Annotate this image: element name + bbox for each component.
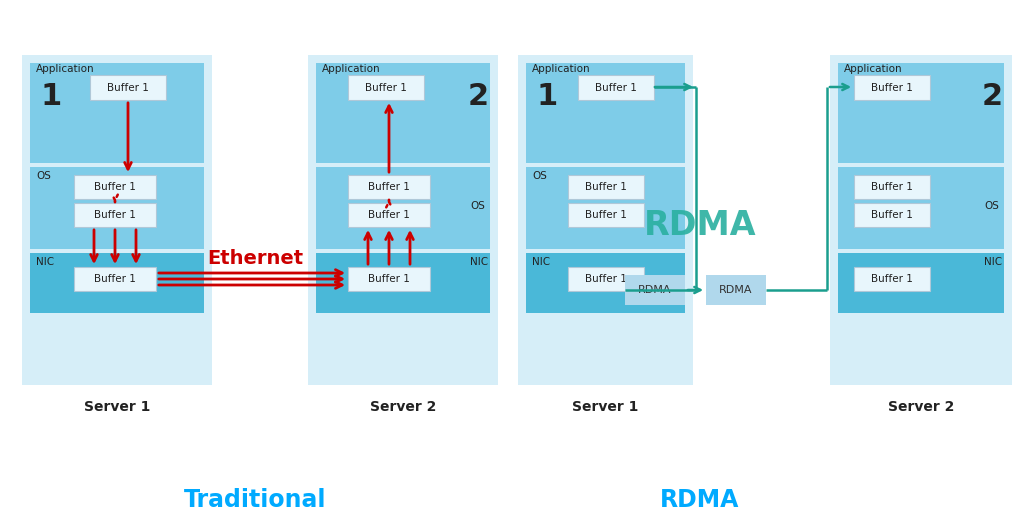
- Text: 2: 2: [468, 82, 489, 111]
- Text: RDMA: RDMA: [719, 285, 753, 295]
- Bar: [348, 75, 424, 100]
- Bar: [348, 175, 430, 199]
- Bar: [316, 63, 490, 163]
- Text: OS: OS: [532, 171, 547, 181]
- Text: Application: Application: [322, 64, 381, 74]
- Bar: [854, 175, 930, 199]
- Bar: [90, 75, 166, 100]
- Bar: [830, 55, 1012, 385]
- Text: RDMA: RDMA: [644, 209, 757, 241]
- Text: Buffer 1: Buffer 1: [585, 210, 627, 220]
- Bar: [526, 253, 685, 313]
- Text: NIC: NIC: [470, 257, 488, 267]
- Text: Server 2: Server 2: [888, 400, 954, 414]
- Text: Buffer 1: Buffer 1: [368, 210, 410, 220]
- Bar: [74, 175, 156, 199]
- Bar: [316, 253, 490, 313]
- Text: Application: Application: [532, 64, 591, 74]
- Bar: [30, 167, 204, 249]
- Bar: [348, 203, 430, 227]
- Bar: [30, 63, 204, 163]
- Text: Buffer 1: Buffer 1: [94, 182, 136, 192]
- Text: Application: Application: [844, 64, 902, 74]
- Bar: [74, 267, 156, 291]
- Bar: [568, 203, 644, 227]
- Bar: [74, 203, 156, 227]
- Text: Buffer 1: Buffer 1: [368, 274, 410, 284]
- Text: OS: OS: [984, 201, 998, 211]
- Bar: [348, 267, 430, 291]
- Bar: [518, 55, 693, 385]
- Text: Buffer 1: Buffer 1: [368, 182, 410, 192]
- Text: Buffer 1: Buffer 1: [585, 182, 627, 192]
- Text: Buffer 1: Buffer 1: [108, 83, 148, 93]
- Text: Server 2: Server 2: [370, 400, 436, 414]
- Bar: [854, 203, 930, 227]
- Text: Buffer 1: Buffer 1: [871, 83, 913, 93]
- Bar: [568, 267, 644, 291]
- Text: Server 1: Server 1: [572, 400, 639, 414]
- Bar: [568, 175, 644, 199]
- Text: Ethernet: Ethernet: [207, 249, 303, 267]
- Bar: [854, 75, 930, 100]
- Text: Buffer 1: Buffer 1: [871, 210, 913, 220]
- Text: Buffer 1: Buffer 1: [366, 83, 407, 93]
- Text: 1: 1: [40, 82, 61, 111]
- Bar: [838, 167, 1004, 249]
- Bar: [625, 275, 685, 305]
- Text: 2: 2: [982, 82, 1004, 111]
- Text: NIC: NIC: [984, 257, 1002, 267]
- Text: Traditional: Traditional: [183, 488, 327, 512]
- Bar: [316, 167, 490, 249]
- Bar: [854, 267, 930, 291]
- Text: Buffer 1: Buffer 1: [871, 182, 913, 192]
- Bar: [526, 167, 685, 249]
- Text: Buffer 1: Buffer 1: [871, 274, 913, 284]
- Bar: [838, 253, 1004, 313]
- Text: Buffer 1: Buffer 1: [94, 274, 136, 284]
- Text: NIC: NIC: [532, 257, 550, 267]
- Text: Server 1: Server 1: [84, 400, 151, 414]
- Text: Application: Application: [36, 64, 94, 74]
- Bar: [706, 275, 766, 305]
- Text: Buffer 1: Buffer 1: [585, 274, 627, 284]
- Text: RDMA: RDMA: [638, 285, 672, 295]
- Bar: [22, 55, 212, 385]
- Text: NIC: NIC: [36, 257, 54, 267]
- Text: RDMA: RDMA: [660, 488, 739, 512]
- Text: Buffer 1: Buffer 1: [94, 210, 136, 220]
- Text: OS: OS: [36, 171, 51, 181]
- Bar: [30, 253, 204, 313]
- Text: Buffer 1: Buffer 1: [595, 83, 637, 93]
- Bar: [526, 63, 685, 163]
- Text: 1: 1: [536, 82, 557, 111]
- Bar: [838, 63, 1004, 163]
- Bar: [578, 75, 654, 100]
- Text: OS: OS: [470, 201, 485, 211]
- Bar: [308, 55, 498, 385]
